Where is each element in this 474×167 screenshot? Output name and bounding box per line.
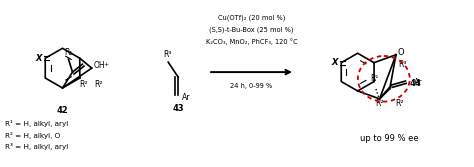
Text: 42: 42 [56,106,68,115]
Text: R₁: R₁ [64,48,73,57]
Text: O: O [398,48,405,57]
Text: R³ = H, alkyl, aryl: R³ = H, alkyl, aryl [5,143,68,150]
Text: up to 99 % ee: up to 99 % ee [360,134,419,143]
Text: R²: R² [395,99,404,108]
Text: OH: OH [94,61,105,70]
Text: 24 h, 0-99 %: 24 h, 0-99 % [230,83,273,89]
Text: Ar: Ar [413,77,422,87]
Text: R¹: R¹ [370,74,379,83]
Text: 43: 43 [173,104,184,113]
Text: K₂CO₃, MnO₂, PhCF₃, 120 °C: K₂CO₃, MnO₂, PhCF₃, 120 °C [206,38,297,45]
Text: R²: R² [80,80,88,89]
Text: Cu(OTf)₂ (20 mol %): Cu(OTf)₂ (20 mol %) [218,15,285,21]
Text: X: X [332,58,338,67]
Text: 44: 44 [410,78,422,88]
Text: Ar: Ar [182,93,191,102]
Text: R³: R³ [163,50,172,59]
Text: (S,S)-t-Bu-Box (25 mol %): (S,S)-t-Bu-Box (25 mol %) [209,27,294,33]
Text: R¹ = H, alkyl, aryl: R¹ = H, alkyl, aryl [5,120,68,127]
Text: R³: R³ [398,60,407,69]
Text: R²: R² [94,80,103,89]
Text: R² = H, alkyl, O: R² = H, alkyl, O [5,132,60,139]
Text: X: X [36,54,42,63]
Text: R²: R² [375,99,384,108]
Text: +: + [103,62,109,67]
